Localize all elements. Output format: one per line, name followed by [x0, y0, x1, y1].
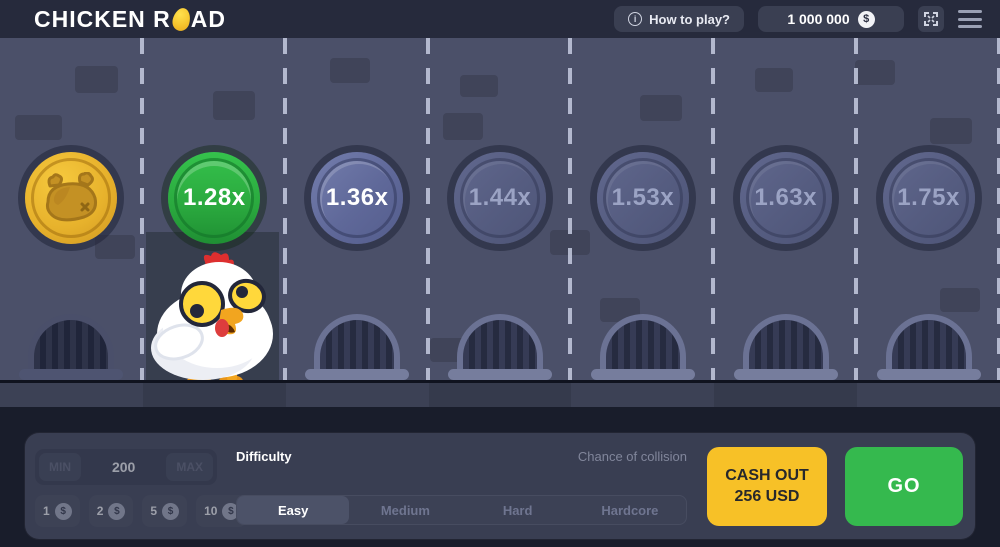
game-area: 1.28x 1.36x 1.44x 1.53x 1.63x 1.75x: [0, 38, 1000, 407]
asphalt-patch: [930, 118, 972, 144]
max-bet-button[interactable]: MAX: [166, 453, 213, 481]
asphalt-patch: [75, 66, 118, 93]
quick-bet-buttons: 1 $2 $5 $10 $: [35, 495, 248, 527]
quick-bet-value: 1: [43, 504, 50, 518]
multiplier-value: 1.44x: [468, 184, 532, 211]
curb-ledge: [0, 380, 1000, 407]
difficulty-tab-easy[interactable]: Easy: [237, 496, 350, 524]
quick-bet-button-5[interactable]: 5 $: [142, 495, 188, 527]
dollar-coin-icon: $: [162, 502, 180, 520]
multiplier-coin[interactable]: 1.75x: [882, 152, 975, 244]
sewer-grate-icon: [19, 310, 124, 380]
asphalt-patch: [213, 91, 255, 120]
multiplier-value: 1.63x: [754, 184, 817, 211]
multiplier-coin[interactable]: 1.53x: [596, 152, 689, 244]
lane-divider: [997, 38, 1000, 380]
top-bar-actions: i How to play? 1 000 000 $: [614, 6, 982, 32]
bet-amount-box: MIN 200 MAX: [35, 449, 217, 485]
chance-of-collision-label: Chance of collision: [577, 449, 687, 464]
difficulty-label: Difficulty: [236, 449, 292, 464]
asphalt-patch: [95, 235, 135, 259]
cash-out-line1: CASH OUT: [725, 466, 809, 484]
quick-bet-button-1[interactable]: 1 $: [35, 495, 80, 527]
asphalt-patch: [940, 288, 980, 312]
min-bet-button[interactable]: MIN: [39, 453, 81, 481]
difficulty-tab-hardcore[interactable]: Hardcore: [601, 502, 659, 518]
app-logo: CHICKEN R AD: [34, 6, 226, 33]
cash-out-line2: 256 USD: [734, 487, 800, 505]
menu-icon[interactable]: [958, 10, 982, 28]
asphalt-patch: [640, 95, 682, 121]
chicken-player: [143, 252, 289, 380]
lane-divider: [139, 38, 144, 380]
chicken-character: [151, 252, 274, 380]
difficulty-tabs: Easy Medium Hard Hardcore: [236, 495, 687, 525]
asphalt-patch: [460, 75, 498, 97]
asphalt-patch: [855, 60, 895, 85]
info-icon: i: [628, 12, 643, 26]
sewer-grate-icon: [876, 310, 981, 380]
quick-bet-value: 5: [150, 504, 158, 518]
quick-bet-value: 2: [96, 504, 104, 518]
roast-chicken-icon: [46, 172, 98, 222]
logo-text-suffix: AD: [190, 5, 227, 32]
lane-divider: [425, 38, 430, 380]
how-to-play-button[interactable]: i How to play?: [614, 6, 744, 32]
bet-amount-value[interactable]: 200: [111, 459, 136, 475]
cash-out-button[interactable]: CASH OUT 256 USD: [707, 447, 827, 526]
multiplier-value: 1.36x: [325, 184, 389, 211]
dollar-coin-icon: $: [222, 502, 240, 520]
quick-bet-value: 10: [204, 504, 218, 518]
multiplier-coin[interactable]: 1.28x: [168, 152, 261, 244]
multiplier-value: 1.75x: [897, 184, 960, 211]
asphalt-patch: [330, 58, 370, 83]
go-button[interactable]: GO: [845, 447, 963, 526]
asphalt-patch: [755, 68, 793, 92]
multiplier-value: 1.53x: [611, 184, 675, 211]
difficulty-tab-hard[interactable]: Hard: [502, 502, 533, 518]
control-panel: MIN 200 MAX 1 $2 $5 $10 $ Difficulty Cha…: [25, 433, 975, 539]
lane-divider: [568, 38, 573, 380]
multiplier-coin[interactable]: 1.36x: [311, 152, 404, 244]
coin-collected[interactable]: [25, 152, 118, 244]
dollar-coin-icon: $: [108, 502, 126, 520]
asphalt-patch: [443, 113, 483, 140]
sewer-grate-icon: [733, 310, 838, 380]
sewer-grate-icon: [590, 310, 695, 380]
lane-divider: [282, 38, 287, 380]
sewer-grate-icon: [305, 310, 410, 380]
lane-divider: [854, 38, 859, 380]
currency-coin-icon: $: [857, 10, 875, 28]
fullscreen-icon: [924, 12, 938, 26]
quick-bet-button-2[interactable]: 2 $: [88, 495, 134, 527]
multiplier-coin[interactable]: 1.63x: [739, 152, 832, 244]
multiplier-value: 1.28x: [183, 184, 246, 211]
how-to-play-label: How to play?: [649, 11, 730, 27]
road-background: 1.28x 1.36x 1.44x 1.53x 1.63x 1.75x: [0, 38, 1000, 380]
sewer-grate-icon: [448, 310, 552, 380]
top-bar: CHICKEN R AD i How to play? 1 000 000 $: [0, 0, 1000, 38]
difficulty-tab-medium[interactable]: Medium: [380, 502, 430, 518]
asphalt-patch: [15, 115, 62, 140]
multiplier-coin[interactable]: 1.44x: [454, 152, 546, 244]
balance-value: 1 000 000: [787, 11, 850, 27]
balance-display[interactable]: 1 000 000 $: [758, 6, 904, 32]
lane-divider: [711, 38, 716, 380]
egg-icon: [170, 5, 193, 33]
dollar-coin-icon: $: [54, 502, 72, 520]
logo-text-prefix: CHICKEN R: [34, 5, 171, 32]
fullscreen-button[interactable]: [918, 6, 944, 32]
